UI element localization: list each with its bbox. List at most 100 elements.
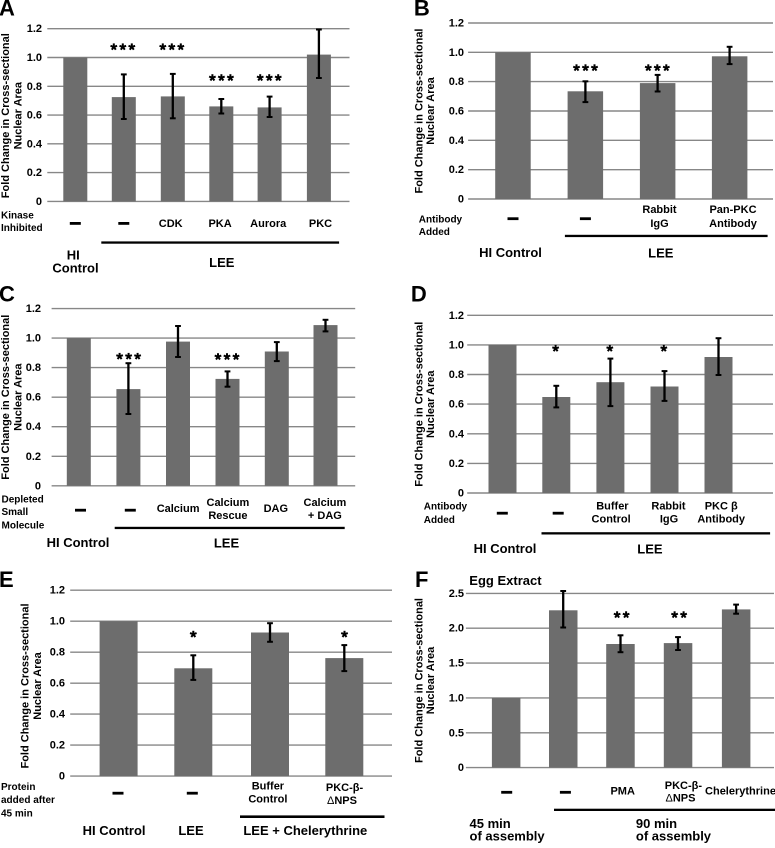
svg-text:E: E	[0, 567, 14, 592]
svg-text:of assembly: of assembly	[636, 829, 712, 844]
svg-text:Control: Control	[248, 793, 287, 805]
svg-text:0.4: 0.4	[26, 421, 42, 433]
svg-text:Nuclear Area: Nuclear Area	[425, 76, 437, 144]
svg-text:LEE: LEE	[209, 255, 235, 270]
svg-text:0.6: 0.6	[50, 678, 65, 690]
svg-text:LEE: LEE	[648, 245, 674, 260]
svg-text:HI: HI	[67, 247, 80, 262]
svg-text:0.4: 0.4	[50, 709, 66, 721]
svg-text:Pan-PKC: Pan-PKC	[709, 204, 756, 216]
svg-text:Rabbit: Rabbit	[642, 204, 677, 216]
svg-text:0.6: 0.6	[26, 392, 41, 404]
svg-text:B: B	[414, 0, 430, 21]
svg-text:PKC-β-: PKC-β-	[326, 782, 364, 794]
svg-text:HI Control: HI Control	[474, 541, 537, 556]
svg-text:0: 0	[59, 771, 65, 783]
svg-text:2.5: 2.5	[449, 588, 464, 600]
svg-text:45 min: 45 min	[470, 816, 511, 831]
svg-text:Calcium: Calcium	[304, 497, 347, 509]
svg-text:0.4: 0.4	[27, 138, 43, 150]
svg-text:HI Control: HI Control	[479, 245, 542, 260]
svg-text:F: F	[415, 567, 428, 592]
svg-text:0.2: 0.2	[449, 164, 464, 176]
svg-text:ΔNPS: ΔNPS	[327, 795, 357, 807]
svg-text:Fold Change in Cross-sectional: Fold Change in Cross-sectional	[414, 28, 426, 193]
svg-text:45 min: 45 min	[1, 809, 33, 820]
svg-text:0.2: 0.2	[50, 740, 65, 752]
svg-text:LEE: LEE	[214, 535, 240, 550]
svg-text:HI Control: HI Control	[83, 823, 146, 838]
svg-text:0.6: 0.6	[449, 106, 464, 118]
svg-text:PMA: PMA	[610, 785, 635, 797]
svg-text:Egg Extract: Egg Extract	[469, 573, 542, 588]
svg-text:0.8: 0.8	[26, 362, 41, 374]
svg-text:IgG: IgG	[660, 514, 678, 526]
svg-text:ΔNPS: ΔNPS	[666, 792, 696, 804]
svg-text:A: A	[0, 0, 15, 21]
svg-text:1.5: 1.5	[449, 658, 464, 670]
svg-text:Molecule: Molecule	[2, 521, 45, 532]
svg-text:Buffer: Buffer	[252, 780, 285, 792]
svg-text:0.6: 0.6	[27, 110, 42, 122]
svg-text:1.2: 1.2	[26, 303, 41, 315]
svg-text:Fold Change in Cross-sectional: Fold Change in Cross-sectional	[414, 322, 426, 487]
svg-text:Control: Control	[592, 514, 631, 526]
svg-text:0: 0	[35, 480, 41, 492]
svg-text:PKC: PKC	[309, 218, 332, 230]
svg-text:1.0: 1.0	[26, 333, 41, 345]
svg-text:0.2: 0.2	[26, 451, 41, 463]
svg-text:Nuclear Area: Nuclear Area	[12, 363, 24, 431]
svg-text:1.2: 1.2	[449, 310, 464, 322]
svg-text:1.0: 1.0	[449, 339, 464, 351]
svg-text:1.0: 1.0	[449, 692, 464, 704]
svg-text:IgG: IgG	[650, 218, 668, 230]
svg-text:0.2: 0.2	[27, 167, 42, 179]
svg-text:0: 0	[458, 488, 464, 500]
svg-text:Chelerythrine: Chelerythrine	[705, 785, 775, 797]
svg-text:1.0: 1.0	[50, 616, 65, 628]
svg-text:0.8: 0.8	[449, 76, 464, 88]
svg-text:Small: Small	[2, 507, 29, 518]
svg-text:+ DAG: + DAG	[308, 510, 342, 522]
svg-text:1.0: 1.0	[27, 52, 42, 64]
svg-text:Added: Added	[419, 227, 450, 238]
svg-text:Nuclear Area: Nuclear Area	[12, 81, 24, 149]
svg-text:0.8: 0.8	[50, 647, 65, 659]
svg-text:PKC-β-: PKC-β-	[665, 780, 703, 792]
svg-text:C: C	[0, 282, 15, 307]
svg-text:Buffer: Buffer	[596, 501, 629, 513]
svg-text:0: 0	[36, 196, 42, 208]
svg-text:0.8: 0.8	[449, 369, 464, 381]
svg-text:Fold Change in Cross-sectional: Fold Change in Cross-sectional	[0, 33, 12, 198]
svg-text:Added: Added	[424, 515, 455, 526]
svg-text:CDK: CDK	[159, 218, 183, 230]
svg-text:Nuclear Area: Nuclear Area	[32, 651, 44, 719]
svg-text:HI Control: HI Control	[47, 535, 110, 550]
svg-text:LEE: LEE	[637, 542, 663, 557]
svg-text:1.2: 1.2	[27, 23, 42, 35]
svg-text:of assembly: of assembly	[470, 829, 546, 844]
svg-text:1.2: 1.2	[50, 585, 65, 597]
svg-text:D: D	[411, 282, 427, 307]
svg-text:Depleted: Depleted	[2, 494, 44, 505]
svg-text:0.4: 0.4	[449, 135, 465, 147]
svg-text:PKC β: PKC β	[705, 501, 738, 513]
svg-text:Fold Change in Cross-sectional: Fold Change in Cross-sectional	[0, 315, 12, 480]
svg-text:Antibody: Antibody	[419, 215, 463, 226]
svg-text:Control: Control	[52, 261, 98, 276]
svg-text:Calcium: Calcium	[207, 497, 250, 509]
svg-text:Protein: Protein	[1, 782, 35, 793]
svg-text:Rescue: Rescue	[208, 510, 247, 522]
svg-text:0.8: 0.8	[27, 81, 42, 93]
svg-text:0.5: 0.5	[449, 727, 464, 739]
svg-text:0.2: 0.2	[449, 458, 464, 470]
svg-text:Kinase: Kinase	[1, 211, 34, 222]
svg-text:LEE + Chelerythrine: LEE + Chelerythrine	[243, 823, 367, 838]
svg-text:Nuclear Area: Nuclear Area	[425, 370, 437, 438]
svg-text:Antibody: Antibody	[697, 514, 746, 526]
svg-text:1.2: 1.2	[449, 18, 464, 30]
svg-text:Fold Change in Cross-sectional: Fold Change in Cross-sectional	[414, 598, 426, 763]
svg-text:Antibody: Antibody	[709, 218, 758, 230]
svg-text:LEE: LEE	[178, 823, 204, 838]
svg-text:added after: added after	[1, 795, 55, 806]
